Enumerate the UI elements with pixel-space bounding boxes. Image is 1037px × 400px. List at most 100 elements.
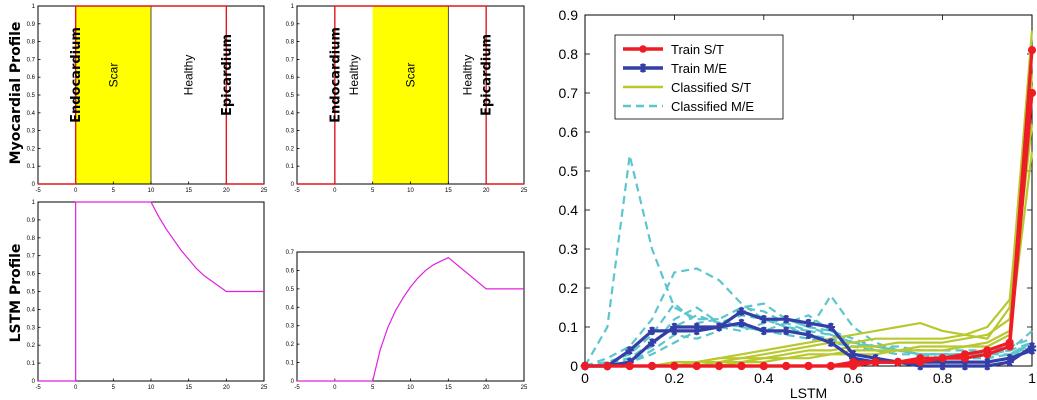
hist-x-tick-label: 0.8 — [933, 370, 953, 386]
hist-x-tick-label: 0.6 — [843, 370, 863, 386]
lstm1-x-tick-label: 0 — [74, 385, 78, 391]
myo2-x-tick-label: 5 — [371, 188, 375, 194]
lstm2-y-tick-label: 0.7 — [286, 250, 295, 256]
lstm2-x-tick-label: 10 — [407, 385, 414, 391]
myo2-x-tick-label: 25 — [521, 188, 528, 194]
lstm1-x-tick-label: -5 — [35, 385, 41, 391]
data-point-train-st — [580, 361, 590, 371]
myo1-y-tick-label: 0.6 — [27, 75, 36, 81]
hist-y-tick-label: 0 — [570, 358, 578, 374]
lstm1-y-tick-label: 0 — [32, 379, 36, 385]
row-label-myocardial: Myocardial Profile — [8, 22, 24, 165]
lstm2-y-tick-label: 0.4 — [286, 305, 295, 311]
data-point-train-st — [737, 361, 746, 371]
myo2-y-tick-label: 0.4 — [286, 111, 295, 117]
lstm2-x-tick-label: -5 — [294, 385, 300, 391]
data-point-train-me — [804, 330, 813, 339]
lstm2-x-tick-label: 20 — [483, 385, 490, 391]
lstm1-x-tick-label: 10 — [148, 385, 155, 391]
data-point-train-st — [625, 361, 634, 371]
myo2-y-tick-label: 0.5 — [286, 93, 295, 99]
lstm2-x-tick-label: 25 — [521, 385, 528, 391]
hist-y-tick-label: 0.5 — [559, 163, 579, 179]
data-point-train-st — [782, 361, 791, 371]
hist-y-tick-label: 0.8 — [559, 46, 579, 62]
lstm1-x-tick-label: 15 — [185, 385, 192, 391]
myo1-y-tick-label: 0.4 — [27, 111, 36, 117]
data-point-train-me — [737, 307, 746, 316]
data-point-train-me — [804, 318, 813, 328]
hist-x-tick-label: 1 — [1028, 370, 1036, 386]
lstm1-y-tick-label: 0.5 — [27, 290, 36, 296]
myo1-region-label: Epicardium — [220, 34, 235, 116]
lstm2-y-tick-label: 0.1 — [286, 361, 295, 367]
data-point-train-st — [871, 358, 880, 367]
data-point-train-st — [692, 361, 701, 371]
lstm1-y-tick-label: 0.4 — [27, 307, 36, 313]
lstm2-y-tick-label: 0.3 — [286, 324, 295, 330]
myo1-y-tick-label: 0.3 — [27, 129, 36, 135]
myo1-x-tick-label: -5 — [35, 188, 41, 194]
legend-entry: Train M/E — [671, 61, 727, 76]
data-point-train-st — [826, 361, 835, 371]
legend-marker — [638, 63, 648, 73]
myo1-scar-region — [75, 6, 151, 184]
data-point-train-st — [893, 358, 903, 367]
myo2-y-tick-label: 0 — [291, 182, 295, 188]
hist-y-tick-label: 0.1 — [559, 319, 579, 335]
lstm2-profile-line — [297, 256, 524, 382]
data-point-train-me — [938, 361, 947, 371]
data-point-train-me — [625, 346, 634, 355]
legend-entry: Classified S/T — [671, 80, 751, 95]
data-point-train-st — [804, 361, 813, 371]
myo1-y-tick-label: 1 — [32, 4, 36, 10]
lstm2-y-tick-label: 0.5 — [286, 287, 295, 293]
myo2-y-tick-label: 1 — [291, 4, 295, 10]
lstm-distribution-panel: 0 0.2 0.4 0.6 0.8 1 0 0.1 0.2 0.3 0.4 0.5 0.6 0.7 0.8 0… — [559, 7, 1037, 400]
lstm-profile-panel-1: -5 0 5 10 15 20 2500.10.20.30.40.50.60.70.80.9… — [27, 200, 268, 391]
myo2-y-tick-label: 0.6 — [286, 75, 295, 81]
myo1-x-tick-label: 10 — [148, 188, 155, 194]
myo1-y-tick-label: 0.5 — [27, 93, 36, 99]
myo2-y-tick-label: 0.7 — [286, 57, 295, 63]
data-point-train-st — [1027, 46, 1037, 55]
data-point-train-st — [983, 350, 992, 359]
myo2-y-tick-label: 0.2 — [286, 146, 295, 152]
myo2-y-tick-label: 0.1 — [286, 164, 295, 170]
row-label-lstm: LSTM Profile — [8, 244, 24, 343]
myo1-y-tick-label: 0.8 — [27, 40, 36, 46]
myo2-x-tick-label: 10 — [407, 188, 414, 194]
lstm2-x-tick-label: 5 — [371, 385, 375, 391]
data-point-train-me — [1027, 342, 1037, 351]
myocardial-profile-panel-1: -5 0 5 10 15 20 2500.10.20.30.40.50.60.70.80.9… — [27, 4, 268, 194]
lstm2-x-tick-label: 0 — [333, 385, 337, 391]
hist-x-tick-label: 0.4 — [754, 370, 774, 386]
myo1-region-label: Healthy — [182, 55, 196, 96]
hist-y-tick-label: 0.4 — [559, 202, 579, 218]
data-point-train-st — [715, 361, 724, 371]
data-point-train-me — [826, 322, 836, 332]
lstm1-x-tick-label: 25 — [261, 385, 268, 391]
chart-legend: Train S/T Train M/E Classified S/T Classifi… — [614, 34, 784, 120]
myo2-x-tick-label: -5 — [294, 188, 300, 194]
myo2-y-tick-label: 0.8 — [286, 40, 295, 46]
lstm1-y-tick-label: 1 — [32, 200, 36, 206]
hist-y-tick-label: 0.2 — [559, 280, 579, 296]
myo2-x-tick-label: 15 — [445, 188, 452, 194]
data-point-train-me — [983, 361, 992, 371]
lstm1-y-tick-label: 0.6 — [27, 272, 36, 278]
myo1-y-tick-label: 0.2 — [27, 146, 36, 152]
data-point-train-st — [647, 361, 657, 371]
myo2-region-label: Healthy — [460, 55, 474, 96]
lstm2-y-tick-label: 0 — [291, 379, 295, 385]
myo1-x-tick-label: 20 — [223, 188, 230, 194]
data-point-train-st — [1005, 342, 1014, 351]
hist-x-axis-label: LSTM — [790, 385, 827, 400]
lstm1-y-tick-label: 0.3 — [27, 325, 36, 331]
data-point-train-me — [647, 326, 657, 336]
myo1-y-tick-label: 0.1 — [27, 164, 36, 170]
myo1-x-tick-label: 0 — [74, 188, 78, 194]
lstm2-x-tick-label: 15 — [445, 385, 452, 391]
data-point-train-st — [670, 361, 679, 371]
